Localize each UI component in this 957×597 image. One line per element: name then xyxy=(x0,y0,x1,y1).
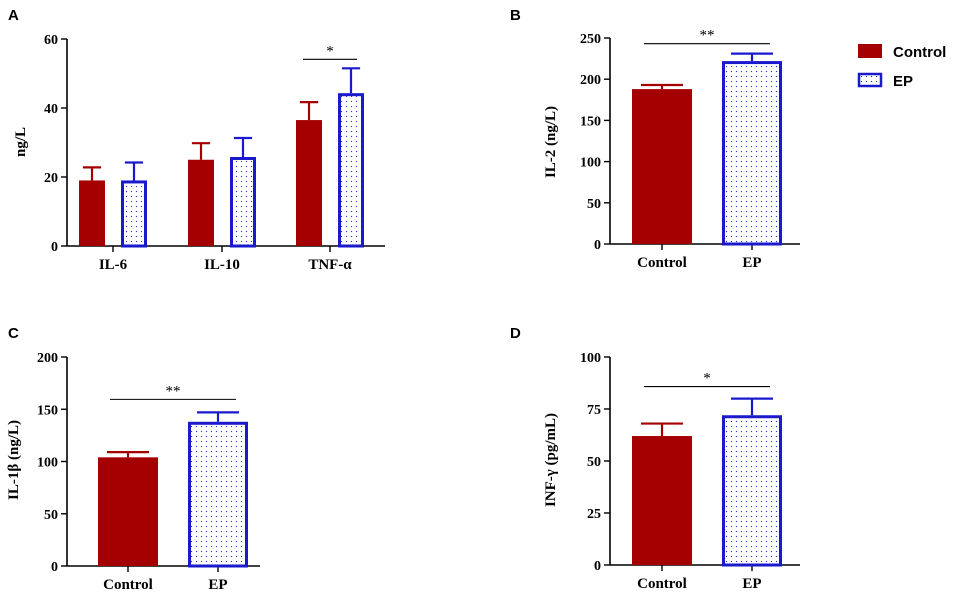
panel-a-x-tick-label: IL-10 xyxy=(204,257,240,273)
legend-label-ep: EP xyxy=(893,73,913,90)
panel-d-x-tick-label: Control xyxy=(637,576,687,592)
panel-letter-c: C xyxy=(8,325,19,342)
panel-d-x-tick-label: EP xyxy=(742,576,761,592)
panel-d-bar-ep-ep xyxy=(722,415,782,567)
panel-a-y-tick-label: 40 xyxy=(44,102,58,117)
panel-d-y-tick-label: 100 xyxy=(580,351,601,366)
panel-a-bar-il-10-ep xyxy=(230,156,256,248)
panel-b-chart: 0 50 100 150 200 250 Control EP ** xyxy=(580,28,800,271)
panel-d-y-tick-label: 0 xyxy=(594,559,601,574)
panel-a-x-tick-label: IL-6 xyxy=(99,257,128,273)
panel-c-y-tick-label: 50 xyxy=(44,508,58,523)
panel-d-y-axis-title: INF-γ (pg/mL) xyxy=(543,413,559,507)
panel-b-y-tick-label: 100 xyxy=(580,156,601,171)
panel-b-bar-control-control xyxy=(632,89,692,244)
panel-c-x-tick-label: EP xyxy=(208,577,227,593)
panel-b-y-tick-label: 200 xyxy=(580,73,601,88)
panel-b-y-tick-label: 150 xyxy=(580,114,601,129)
panel-a-y-axis-title: ng/L xyxy=(13,127,29,157)
panel-d-chart: 0 25 50 75 100 Control EP * xyxy=(580,351,800,592)
panel-a-y-tick-label: 60 xyxy=(44,33,58,48)
legend-swatch-control xyxy=(858,44,882,58)
panel-c-chart: 0 50 100 150 200 Control EP ** xyxy=(37,351,260,593)
panel-a-x-tick-label: TNF-α xyxy=(308,257,352,273)
legend-label-control: Control xyxy=(893,44,946,61)
panel-c-y-tick-label: 100 xyxy=(37,456,58,471)
panel-a-bar-il-10-control xyxy=(188,159,214,246)
panel-c-y-tick-label: 150 xyxy=(37,403,58,418)
panel-c-bar-control-control xyxy=(98,457,158,566)
legend: Control EP xyxy=(857,44,946,90)
panel-b-y-tick-label: 0 xyxy=(594,238,601,253)
panel-a-bar-tnf-control xyxy=(296,120,322,246)
panel-b-bar-ep-ep xyxy=(722,61,782,246)
panel-letter-b: B xyxy=(510,7,521,24)
panel-a-bar-tnf-ep xyxy=(338,93,364,248)
panel-c-y-axis-title: IL-1β (ng/L) xyxy=(6,420,22,500)
panel-d-significance-label: * xyxy=(703,371,711,387)
panel-b-y-tick-label: 50 xyxy=(587,197,601,212)
panel-letter-d: D xyxy=(510,325,521,342)
legend-swatch-ep xyxy=(857,72,883,88)
panel-letter-a: A xyxy=(8,7,19,24)
panel-c-bar-ep-ep xyxy=(188,421,248,568)
panel-b-y-tick-label: 250 xyxy=(580,32,601,47)
panel-a-significance-label: * xyxy=(326,43,334,59)
panel-d-y-tick-label: 25 xyxy=(587,507,601,522)
panel-b-x-tick-label: Control xyxy=(637,255,687,271)
panel-d-y-tick-label: 75 xyxy=(587,403,601,418)
panel-a-y-tick-label: 0 xyxy=(51,240,58,255)
panel-b-y-axis-title: IL-2 (ng/L) xyxy=(543,106,559,178)
panel-c-y-tick-label: 200 xyxy=(37,351,58,366)
panel-a-y-tick-label: 20 xyxy=(44,171,58,186)
panel-d-y-tick-label: 50 xyxy=(587,455,601,470)
panel-d-bar-control-control xyxy=(632,436,692,565)
panel-a-bar-il-6-ep xyxy=(121,180,147,248)
panel-b-x-tick-label: EP xyxy=(742,255,761,271)
panel-a-bar-il-6-control xyxy=(79,180,105,246)
panel-c-significance-label: ** xyxy=(166,383,181,399)
panel-c-y-tick-label: 0 xyxy=(51,560,58,575)
panel-b-significance-label: ** xyxy=(700,28,715,44)
panel-c-x-tick-label: Control xyxy=(103,577,153,593)
panel-a-chart: 0 20 40 60 IL-6 IL-10 TNF-α * xyxy=(44,33,385,273)
